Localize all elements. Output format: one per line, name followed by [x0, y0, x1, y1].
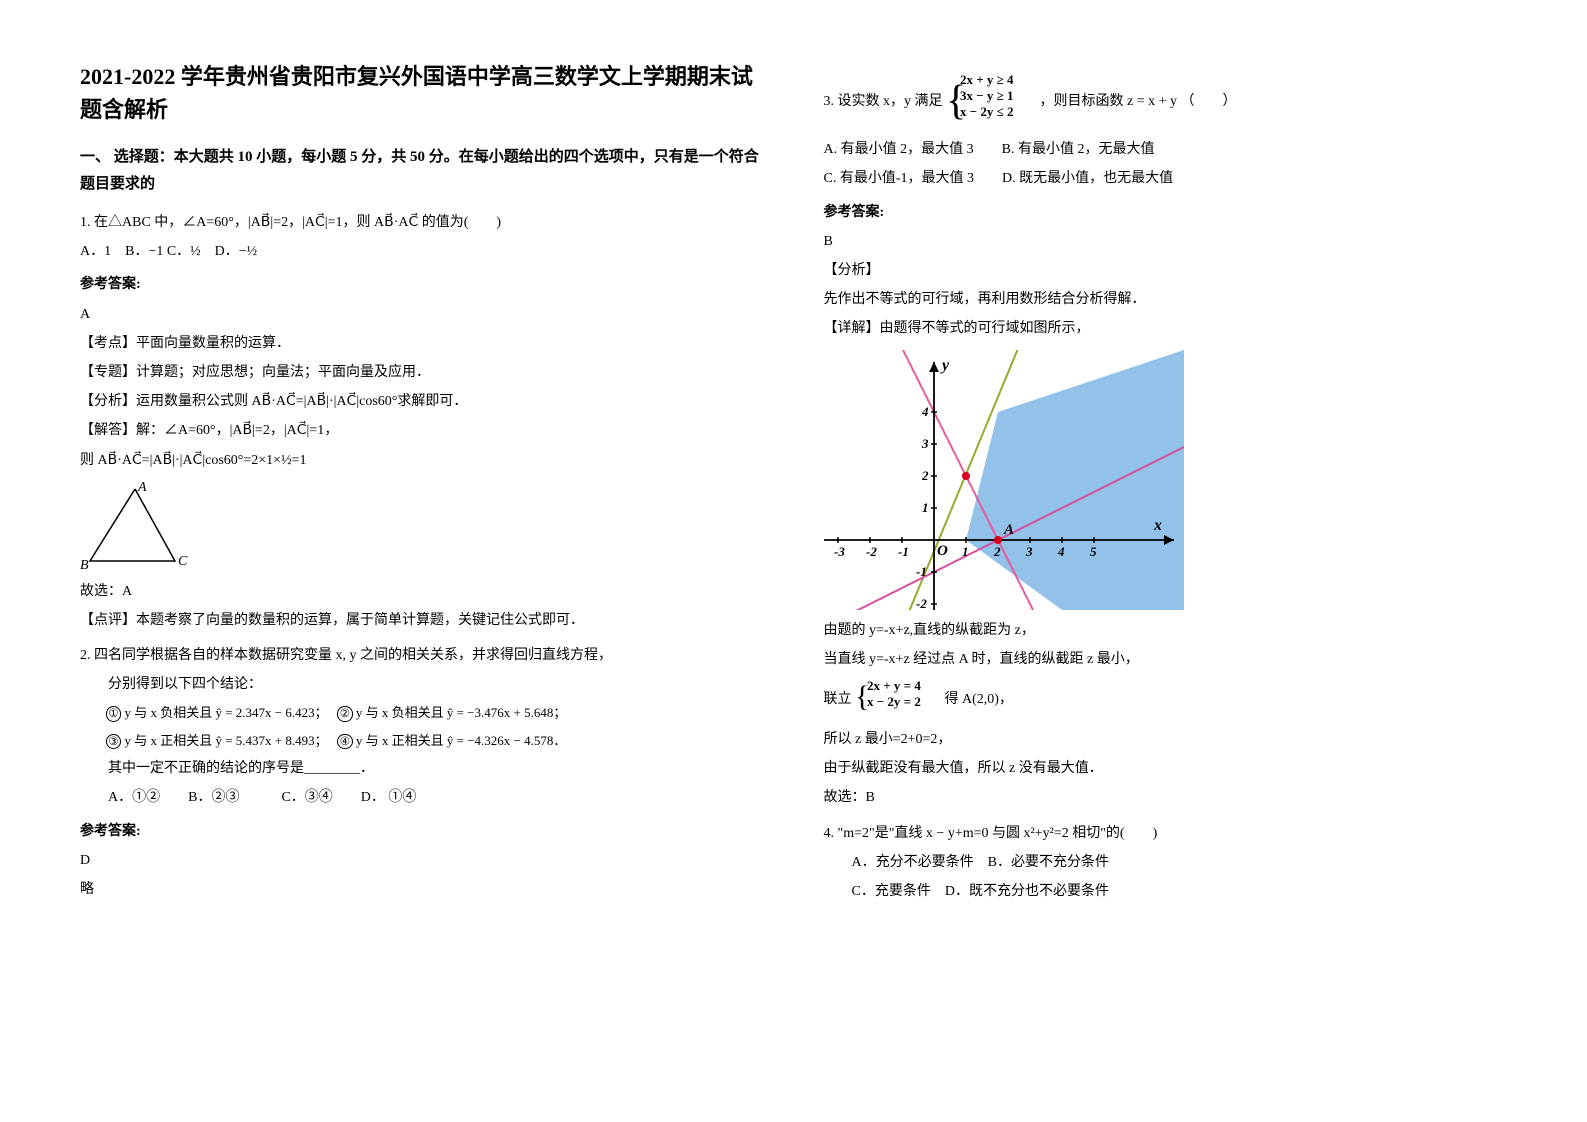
origin-label: O	[937, 543, 948, 559]
svg-text:-3: -3	[834, 544, 845, 559]
q2-stem2: 分别得到以下四个结论：	[80, 672, 764, 697]
q1-jieda-1: 【解答】解：∠A=60°，|AB⃗|=2，|AC⃗|=1，	[80, 418, 764, 443]
q2-stem: 2. 四名同学根据各自的样本数据研究变量 x, y 之间的相关关系，并求得回归直…	[80, 643, 764, 668]
q3-opts-row1: A. 有最小值 2，最大值 3 B. 有最小值 2，无最大值	[824, 137, 1508, 162]
question-2: 2. 四名同学根据各自的样本数据研究变量 x, y 之间的相关关系，并求得回归直…	[80, 643, 764, 902]
q1-answer: A	[80, 302, 764, 327]
q3-system2: 联立 { 2x + y = 4 x − 2y = 2 得 A(2,0)，	[824, 676, 1508, 723]
question-1: 1. 在△ABC 中，∠A=60°，|AB⃗|=2，|AC⃗|=1，则 AB⃗·…	[80, 210, 764, 633]
svg-text:5: 5	[1090, 544, 1097, 559]
point-a-label: A	[1003, 522, 1014, 538]
answer-label: 参考答案:	[824, 200, 1508, 225]
svg-text:x − 2y = 2: x − 2y = 2	[867, 694, 921, 709]
question-3: 3. 设实数 x，y 满足 { 2x + y ≥ 4 3x − y ≥ 1 x …	[824, 70, 1508, 811]
q2-options: A．①② B．②③ C．③④ D． ①④	[80, 785, 764, 810]
q3-after-3: 所以 z 最小=2+0=2，	[824, 727, 1508, 752]
q1-kaodian: 【考点】平面向量数量积的运算．	[80, 331, 764, 356]
q1-fenxi: 【分析】运用数量积公式则 AB⃗·AC⃗=|AB⃗|·|AC⃗|cos60°求解…	[80, 389, 764, 414]
vertex-dot-1	[962, 472, 970, 480]
x-axis-label: x	[1153, 517, 1162, 534]
triangle-label-b: B	[80, 558, 89, 571]
q1-options: A．1 B．−1 C．½ D．−½	[80, 239, 764, 264]
q3-after-2: 当直线 y=-x+z 经过点 A 时，直线的纵截距 z 最小，	[824, 647, 1508, 672]
q1-stem: 1. 在△ABC 中，∠A=60°，|AB⃗|=2，|AC⃗|=1，则 AB⃗·…	[80, 210, 764, 235]
svg-text:4: 4	[921, 404, 929, 419]
svg-text:2: 2	[921, 468, 929, 483]
q2-ask: 其中一定不正确的结论的序号是________．	[80, 756, 764, 781]
feasible-region-plot: -3 -2 -1 1 2 3 4 5 -1 -2 1 2 3 4	[824, 350, 1184, 610]
x-ticks: -3 -2 -1 1 2 3 4 5	[834, 544, 1097, 559]
q1-jieda-2: 则 AB⃗·AC⃗=|AB⃗|·|AC⃗|cos60°=2×1×½=1	[80, 448, 764, 473]
triangle-label-a: A	[137, 481, 147, 495]
svg-text:-1: -1	[898, 544, 909, 559]
q1-guxuan: 故选：A	[80, 579, 764, 604]
q1-dianping: 【点评】本题考察了向量的数量积的运算，属于简单计算题，关键记住公式即可．	[80, 608, 764, 633]
q3-opts-row2: C. 有最小值-1，最大值 3 D. 既无最小值，也无最大值	[824, 166, 1508, 191]
q4-opts-row1: A．充分不必要条件 B．必要不充分条件	[824, 850, 1508, 875]
q3-guxuan: 故选：B	[824, 785, 1508, 810]
q2-conclusion-1: ① y 与 x 负相关且 ŷ = 2.347x − 6.423； ② y 与 x…	[80, 701, 764, 724]
svg-text:3x − y ≥ 1: 3x − y ≥ 1	[960, 88, 1014, 103]
svg-text:2: 2	[993, 544, 1001, 559]
page-title: 2021-2022 学年贵州省贵阳市复兴外国语中学高三数学文上学期期末试题含解析	[80, 60, 764, 126]
q3-after-4: 由于纵截距没有最大值，所以 z 没有最大值．	[824, 756, 1508, 781]
q2-lue: 略	[80, 877, 764, 902]
q3-stem: 3. 设实数 x，y 满足 { 2x + y ≥ 4 3x − y ≥ 1 x …	[824, 70, 1508, 133]
answer-label: 参考答案:	[80, 272, 764, 297]
svg-text:-1: -1	[916, 564, 927, 579]
q4-opts-row2: C．充要条件 D．既不充分也不必要条件	[824, 879, 1508, 904]
section-heading: 一、 选择题：本大题共 10 小题，每小题 5 分，共 50 分。在每小题给出的…	[80, 144, 764, 198]
svg-text:2x + y ≥ 4: 2x + y ≥ 4	[960, 72, 1014, 87]
svg-text:1: 1	[922, 500, 929, 515]
q4-stem: 4. "m=2"是"直线 x − y+m=0 与圆 x²+y²=2 相切"的( …	[824, 821, 1508, 846]
y-axis-label: y	[940, 357, 950, 374]
q2-answer: D	[80, 848, 764, 873]
svg-text:-2: -2	[866, 544, 877, 559]
y-axis-arrow	[929, 362, 939, 372]
q3-answer: B	[824, 229, 1508, 254]
triangle-diagram: A B C	[80, 481, 200, 571]
answer-label: 参考答案:	[80, 819, 764, 844]
svg-text:3: 3	[921, 436, 929, 451]
svg-text:1: 1	[962, 544, 969, 559]
svg-text:2x + y = 4: 2x + y = 4	[867, 678, 921, 693]
q3-fenxi-body: 先作出不等式的可行域，再利用数形结合分析得解．	[824, 287, 1508, 312]
svg-text:-2: -2	[916, 596, 927, 610]
feasible-region	[966, 350, 1184, 610]
q2-conclusion-2: ③ y 与 x 正相关且 ŷ = 5.437x + 8.493； ④ y 与 x…	[80, 729, 764, 752]
svg-text:x − 2y ≤ 2: x − 2y ≤ 2	[960, 104, 1014, 119]
triangle-label-c: C	[178, 554, 188, 569]
q3-after-1: 由题的 y=-x+z,直线的纵截距为 z，	[824, 618, 1508, 643]
q3-xiangjie: 【详解】由题得不等式的可行域如图所示，	[824, 316, 1508, 341]
q3-fenxi-label: 【分析】	[824, 258, 1508, 283]
vertex-dot-a	[994, 536, 1002, 544]
question-4: 4. "m=2"是"直线 x − y+m=0 与圆 x²+y²=2 相切"的( …	[824, 821, 1508, 905]
svg-text:3: 3	[1025, 544, 1033, 559]
svg-text:4: 4	[1057, 544, 1065, 559]
q1-zhuanti: 【专题】计算题；对应思想；向量法；平面向量及应用．	[80, 360, 764, 385]
